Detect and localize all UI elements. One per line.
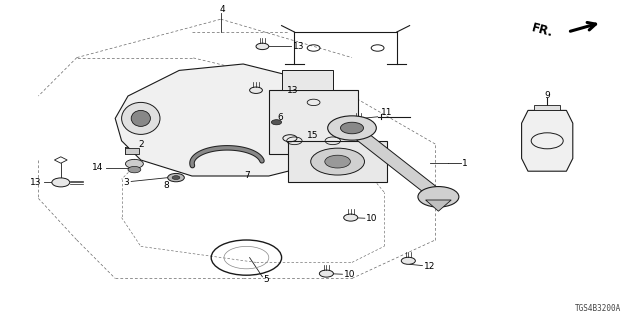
Ellipse shape [131, 110, 150, 126]
Circle shape [340, 122, 364, 134]
Text: 8: 8 [164, 181, 169, 190]
Text: TGS4B3200A: TGS4B3200A [575, 304, 621, 313]
Text: 13: 13 [287, 86, 298, 95]
Text: 7: 7 [244, 172, 250, 180]
Circle shape [324, 155, 351, 168]
Text: 14: 14 [92, 163, 104, 172]
Circle shape [168, 173, 184, 182]
Text: 15: 15 [307, 131, 319, 140]
Ellipse shape [122, 102, 160, 134]
Circle shape [311, 148, 365, 175]
FancyBboxPatch shape [282, 70, 333, 90]
Text: 9: 9 [545, 92, 550, 100]
Text: 1: 1 [462, 159, 468, 168]
Circle shape [172, 176, 180, 180]
Text: 5: 5 [264, 275, 269, 284]
Circle shape [125, 159, 143, 168]
Circle shape [250, 87, 262, 93]
Text: 13: 13 [293, 42, 305, 51]
Circle shape [271, 120, 282, 125]
Text: 12: 12 [424, 262, 435, 271]
Text: 10: 10 [366, 214, 378, 223]
Text: 11: 11 [381, 108, 393, 117]
FancyBboxPatch shape [125, 148, 139, 154]
Text: 6: 6 [278, 113, 283, 122]
FancyBboxPatch shape [269, 90, 358, 154]
Circle shape [319, 270, 333, 277]
Text: 3: 3 [124, 178, 129, 187]
Circle shape [52, 178, 70, 187]
Text: 2: 2 [138, 140, 143, 149]
Text: 13: 13 [30, 178, 42, 187]
Circle shape [418, 187, 459, 207]
Circle shape [352, 118, 365, 124]
FancyBboxPatch shape [534, 105, 560, 110]
Polygon shape [356, 132, 441, 197]
Text: 4: 4 [220, 5, 225, 14]
Text: 10: 10 [344, 270, 355, 279]
Polygon shape [522, 110, 573, 171]
Polygon shape [426, 200, 451, 211]
Circle shape [328, 116, 376, 140]
Circle shape [344, 214, 358, 221]
Circle shape [128, 166, 141, 173]
Text: FR.: FR. [531, 21, 555, 40]
Circle shape [256, 43, 269, 50]
FancyBboxPatch shape [288, 141, 387, 182]
Polygon shape [115, 64, 358, 176]
Circle shape [401, 257, 415, 264]
